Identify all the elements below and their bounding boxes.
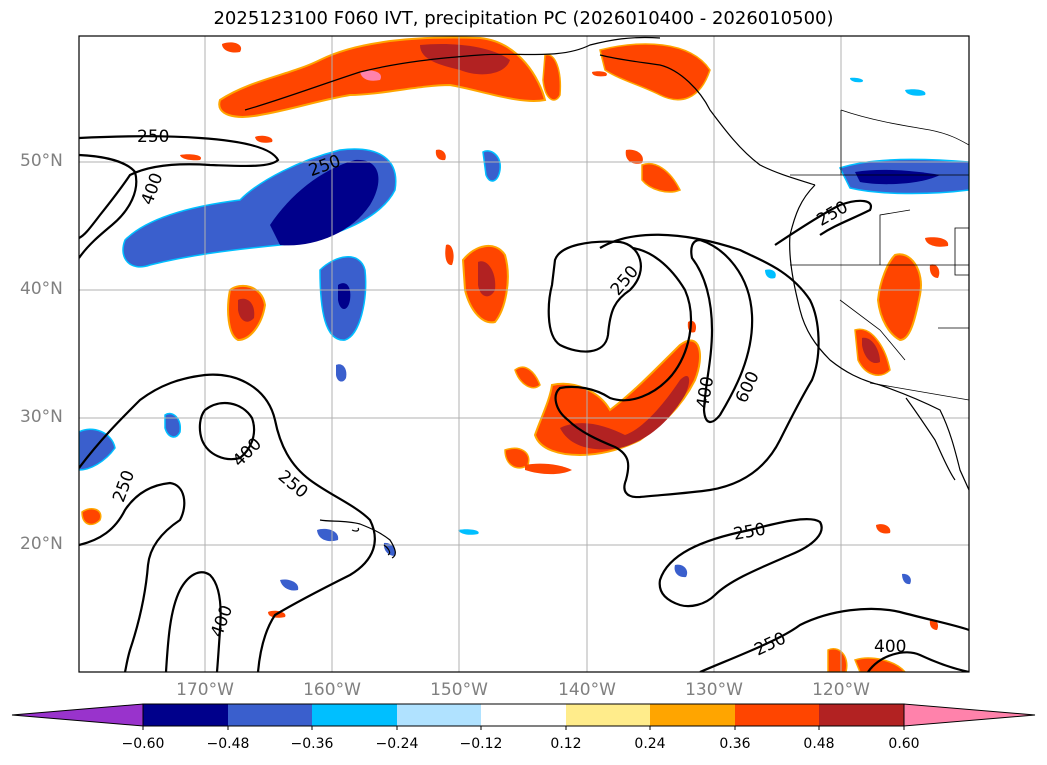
map-title: 2025123100 F060 IVT, precipitation PC (2… (213, 8, 834, 29)
lat-label-40n: 40°N (20, 279, 63, 299)
contour-label: 400 (207, 603, 237, 640)
colorbar-extend-low (11, 703, 144, 727)
ivt-contours (79, 135, 969, 672)
contour-label: 250 (732, 519, 767, 544)
colorbar-tick-label: −0.36 (290, 736, 334, 752)
contour-label: 400 (874, 637, 906, 657)
colorbar-tick-label: 0.36 (719, 736, 751, 752)
colorbar-tick-label: 0.12 (550, 736, 582, 752)
lat-label-30n: 30°N (20, 407, 63, 427)
graticule (79, 36, 969, 672)
contour-label: 600 (732, 368, 764, 406)
colorbar-tick-label: −0.48 (206, 736, 250, 752)
contour-label: 250 (274, 467, 312, 503)
negative-precip-areas (79, 77, 969, 591)
colorbar-segment (735, 704, 819, 726)
colorbar-tick-label: 0.60 (888, 736, 920, 752)
contour-label: 250 (137, 127, 169, 147)
map-frame (78, 35, 970, 673)
colorbar-frame (142, 703, 905, 727)
colorbar-extend-high (903, 703, 1036, 727)
lon-label-140w: 140°W (558, 680, 616, 700)
lat-label-20n: 20°N (20, 534, 63, 554)
lat-label-50n: 50°N (20, 151, 63, 171)
colorbar-segment (228, 704, 312, 726)
lon-label-120w: 120°W (812, 680, 870, 700)
lon-label-130w: 130°W (685, 680, 743, 700)
lon-label-170w: 170°W (176, 680, 234, 700)
colorbar-segment (650, 704, 735, 726)
lon-label-160w: 160°W (303, 680, 361, 700)
colorbar-tick-label: 0.48 (803, 736, 835, 752)
colorbar-tick-label: −0.12 (459, 736, 503, 752)
colorbar-segment (819, 704, 904, 726)
colorbar-tick-label: −0.24 (375, 736, 419, 752)
contour-label: 400 (138, 170, 168, 207)
contour-label: 250 (751, 629, 789, 661)
colorbar-segment (143, 704, 228, 726)
colorbar-tick-label: −0.60 (121, 736, 165, 752)
colorbar-segment (566, 704, 650, 726)
colorbar (11, 703, 1036, 730)
colorbar-tick-label: 0.24 (634, 736, 666, 752)
colorbar-segment (312, 704, 397, 726)
map-plot-area: 250 250 400 250 400 250 250 400 600 250 … (79, 36, 969, 672)
lon-label-150w: 150°W (430, 680, 488, 700)
colorbar-segment (397, 704, 481, 726)
positive-precip-areas (81, 36, 949, 672)
colorbar-segment (481, 704, 566, 726)
contour-label: 400 (229, 434, 266, 471)
contour-label: 250 (607, 262, 643, 300)
